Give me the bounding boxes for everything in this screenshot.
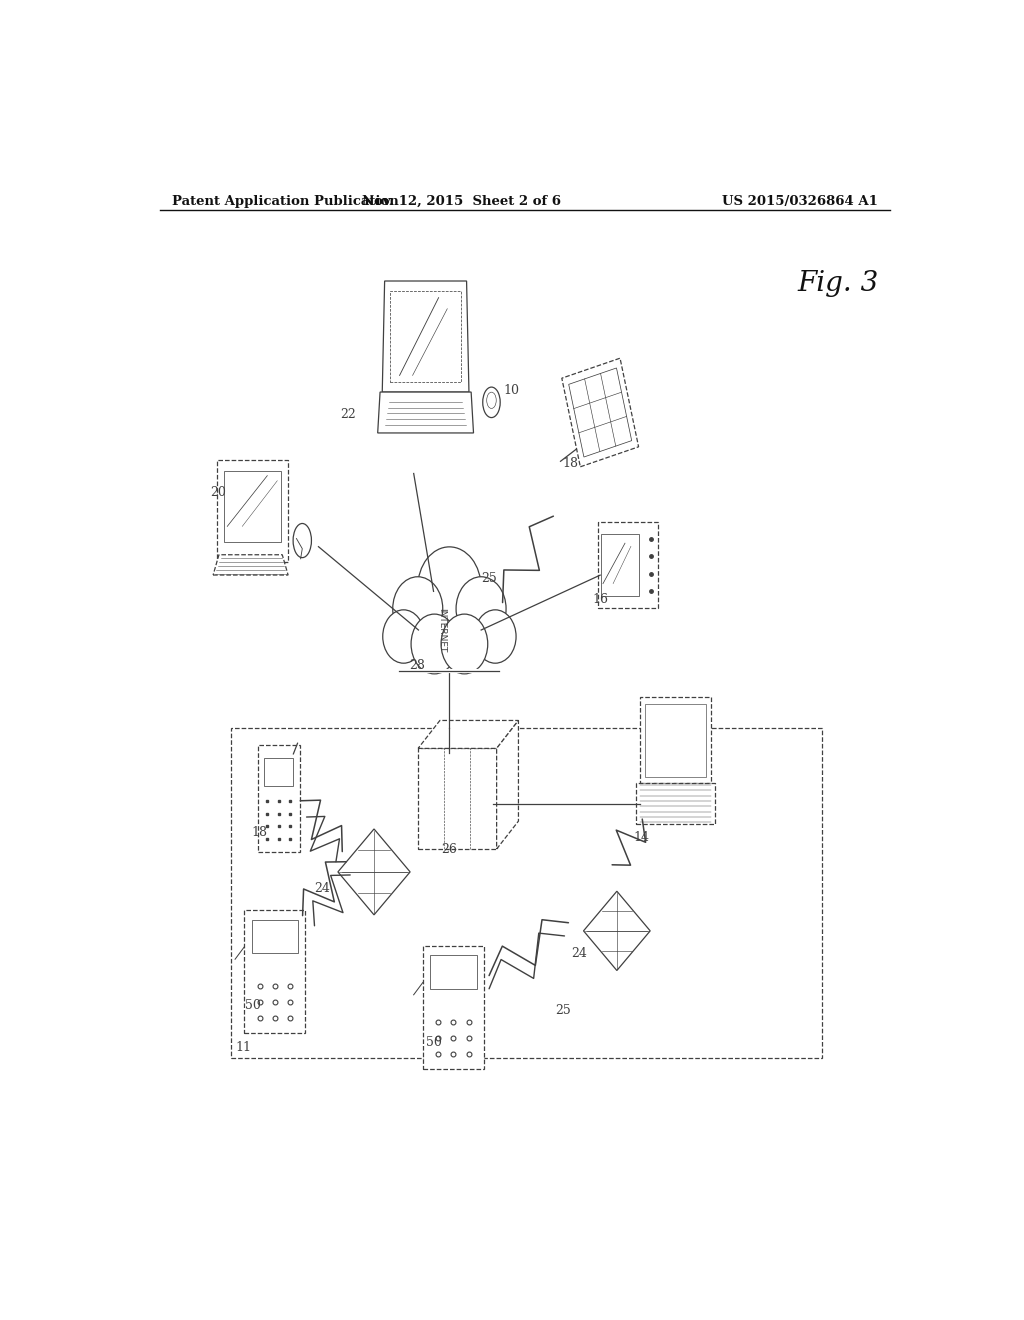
Polygon shape [213,554,288,576]
Text: 50: 50 [426,1036,441,1048]
Circle shape [393,577,442,640]
Circle shape [474,610,516,663]
Text: 50: 50 [245,999,260,1012]
Text: 24: 24 [570,948,587,960]
Text: 11: 11 [236,1040,251,1053]
Text: 18: 18 [251,826,267,840]
Polygon shape [584,891,650,970]
Text: 14: 14 [634,832,649,845]
Polygon shape [423,945,484,1069]
Polygon shape [636,784,715,824]
Polygon shape [598,521,657,609]
Text: 25: 25 [481,573,497,585]
Circle shape [418,546,481,628]
Text: INTERNET: INTERNET [437,607,446,652]
Polygon shape [338,829,411,915]
Text: Fig. 3: Fig. 3 [798,269,879,297]
Polygon shape [217,461,288,562]
Polygon shape [382,281,469,392]
Text: 16: 16 [592,593,608,606]
Text: 28: 28 [409,659,425,672]
Polygon shape [562,358,639,467]
Circle shape [441,614,487,675]
Text: 18: 18 [563,458,579,470]
Text: 24: 24 [313,882,330,895]
Circle shape [456,577,506,640]
Text: 20: 20 [211,486,226,499]
Ellipse shape [293,524,311,557]
Polygon shape [245,909,305,1034]
Text: Patent Application Publication: Patent Application Publication [172,194,398,207]
Text: 26: 26 [441,842,458,855]
Text: 22: 22 [341,408,356,421]
Ellipse shape [482,387,500,417]
Polygon shape [497,721,518,849]
Circle shape [383,610,424,663]
Text: US 2015/0326864 A1: US 2015/0326864 A1 [722,194,878,207]
Text: Nov. 12, 2015  Sheet 2 of 6: Nov. 12, 2015 Sheet 2 of 6 [361,194,561,207]
Polygon shape [418,748,497,849]
Polygon shape [378,392,473,433]
Polygon shape [640,697,712,784]
Text: 10: 10 [504,384,519,397]
Text: 25: 25 [555,1005,570,1018]
Polygon shape [418,721,518,748]
Circle shape [411,614,458,675]
Polygon shape [258,746,300,853]
